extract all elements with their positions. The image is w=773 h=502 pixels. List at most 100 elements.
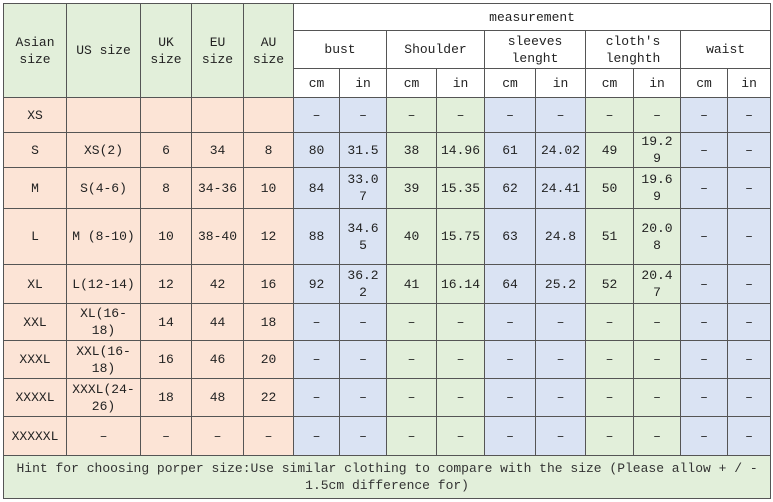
- data-cell: –: [484, 340, 536, 379]
- data-cell: –: [680, 132, 728, 168]
- data-cell: 34-36: [191, 167, 244, 209]
- data-cell: –: [535, 416, 586, 456]
- data-cell: 20: [243, 340, 294, 379]
- data-cell: 50: [585, 167, 634, 209]
- data-cell: –: [633, 416, 681, 456]
- data-cell: 16: [243, 264, 294, 304]
- data-cell: –: [726, 340, 772, 379]
- data-cell: –: [436, 303, 485, 341]
- data-cell: –: [680, 416, 728, 456]
- data-cell: 63: [484, 208, 536, 265]
- data-cell: S: [3, 132, 67, 168]
- data-cell: –: [386, 303, 437, 341]
- data-cell: 18: [243, 303, 294, 341]
- data-cell: 61: [484, 132, 536, 168]
- data-cell: [191, 97, 244, 133]
- data-cell: [140, 97, 192, 133]
- data-cell: –: [484, 303, 536, 341]
- data-cell: 36.22: [339, 264, 387, 304]
- data-cell: M (8-10): [66, 208, 141, 265]
- data-cell: –: [726, 264, 772, 304]
- data-cell: –: [386, 340, 437, 379]
- data-cell: –: [339, 303, 387, 341]
- unit-cell: cm: [484, 68, 536, 98]
- data-cell: 38-40: [191, 208, 244, 265]
- data-cell: 8: [140, 167, 192, 209]
- data-cell: –: [140, 416, 192, 456]
- data-cell: 49: [585, 132, 634, 168]
- data-cell: –: [293, 303, 340, 341]
- data-cell: –: [386, 97, 437, 133]
- unit-cell: cm: [386, 68, 437, 98]
- unit-cell: in: [436, 68, 485, 98]
- data-cell: XL: [3, 264, 67, 304]
- data-cell: –: [293, 416, 340, 456]
- data-cell: –: [726, 416, 772, 456]
- data-cell: 16: [140, 340, 192, 379]
- data-cell: –: [726, 303, 772, 341]
- data-cell: –: [293, 378, 340, 417]
- unit-cell: in: [339, 68, 387, 98]
- data-cell: XXL: [3, 303, 67, 341]
- size-chart: Asian size US size UK size EU size AU si…: [2, 3, 772, 499]
- data-cell: 19.29: [633, 132, 681, 168]
- data-cell: 16.14: [436, 264, 485, 304]
- data-cell: 14.96: [436, 132, 485, 168]
- data-cell: 15.35: [436, 167, 485, 209]
- data-cell: XXXL: [3, 340, 67, 379]
- data-cell: –: [339, 97, 387, 133]
- data-cell: –: [680, 378, 728, 417]
- data-cell: –: [339, 416, 387, 456]
- data-cell: 46: [191, 340, 244, 379]
- size-row: M S(4-6) 8 34-36 10 84 33.07 39 15.35 62 24.41 50 19…: [3, 167, 772, 209]
- group-header: Shoulder: [386, 30, 485, 69]
- data-cell: 33.07: [339, 167, 387, 209]
- data-cell: [66, 97, 141, 133]
- group-header: waist: [679, 30, 772, 69]
- data-cell: –: [726, 132, 772, 168]
- data-cell: 19.69: [633, 167, 681, 209]
- data-cell: –: [680, 340, 728, 379]
- data-cell: –: [484, 97, 536, 133]
- header-cell: US size: [66, 3, 141, 98]
- data-cell: 42: [191, 264, 244, 304]
- data-cell: XS(2): [66, 132, 141, 168]
- size-row: S XS(2) 6 34 8 80 31.5 38 14.96 61 24.02 49 19.29– –: [3, 132, 772, 168]
- data-cell: –: [680, 97, 728, 133]
- data-cell: 31.5: [339, 132, 387, 168]
- data-cell: 92: [293, 264, 340, 304]
- data-cell: –: [585, 416, 634, 456]
- size-table: Asian size US size UK size EU size AU si…: [2, 3, 772, 499]
- unit-cell: cm: [585, 68, 634, 98]
- data-cell: –: [633, 378, 681, 417]
- data-cell: 44: [191, 303, 244, 341]
- data-cell: –: [436, 97, 485, 133]
- size-row: XXXXXL – – – – – – – – – – – – – –: [3, 416, 772, 456]
- data-cell: –: [726, 378, 772, 417]
- data-cell: 48: [191, 378, 244, 417]
- data-cell: 41: [386, 264, 437, 304]
- data-cell: –: [633, 340, 681, 379]
- group-row: bust Shoulder sleeves lenght cloth's len…: [4, 30, 772, 69]
- data-cell: L(12-14): [66, 264, 141, 304]
- data-cell: 20.47: [633, 264, 681, 304]
- hint-row: Hint for choosing porper size:Use simila…: [2, 455, 772, 499]
- data-cell: –: [339, 378, 387, 417]
- measurement-header: measurement: [292, 3, 772, 31]
- data-cell: 14: [140, 303, 192, 341]
- data-cell: 24.02: [535, 132, 586, 168]
- group-header: cloth's lenghth: [585, 30, 681, 69]
- data-cell: 8: [243, 132, 294, 168]
- data-cell: [243, 97, 294, 133]
- header-cell: AU size: [243, 3, 294, 98]
- data-cell: –: [535, 378, 586, 417]
- data-cell: –: [436, 378, 485, 417]
- size-row: XXXXL XXXL(24-26) 18 48 22– – – – – – – – – –: [3, 378, 772, 417]
- data-cell: M: [3, 167, 67, 209]
- data-cell: 20.08: [633, 208, 681, 265]
- data-cell: –: [535, 340, 586, 379]
- data-cell: 88: [293, 208, 340, 265]
- data-cell: –: [339, 340, 387, 379]
- data-cell: –: [585, 303, 634, 341]
